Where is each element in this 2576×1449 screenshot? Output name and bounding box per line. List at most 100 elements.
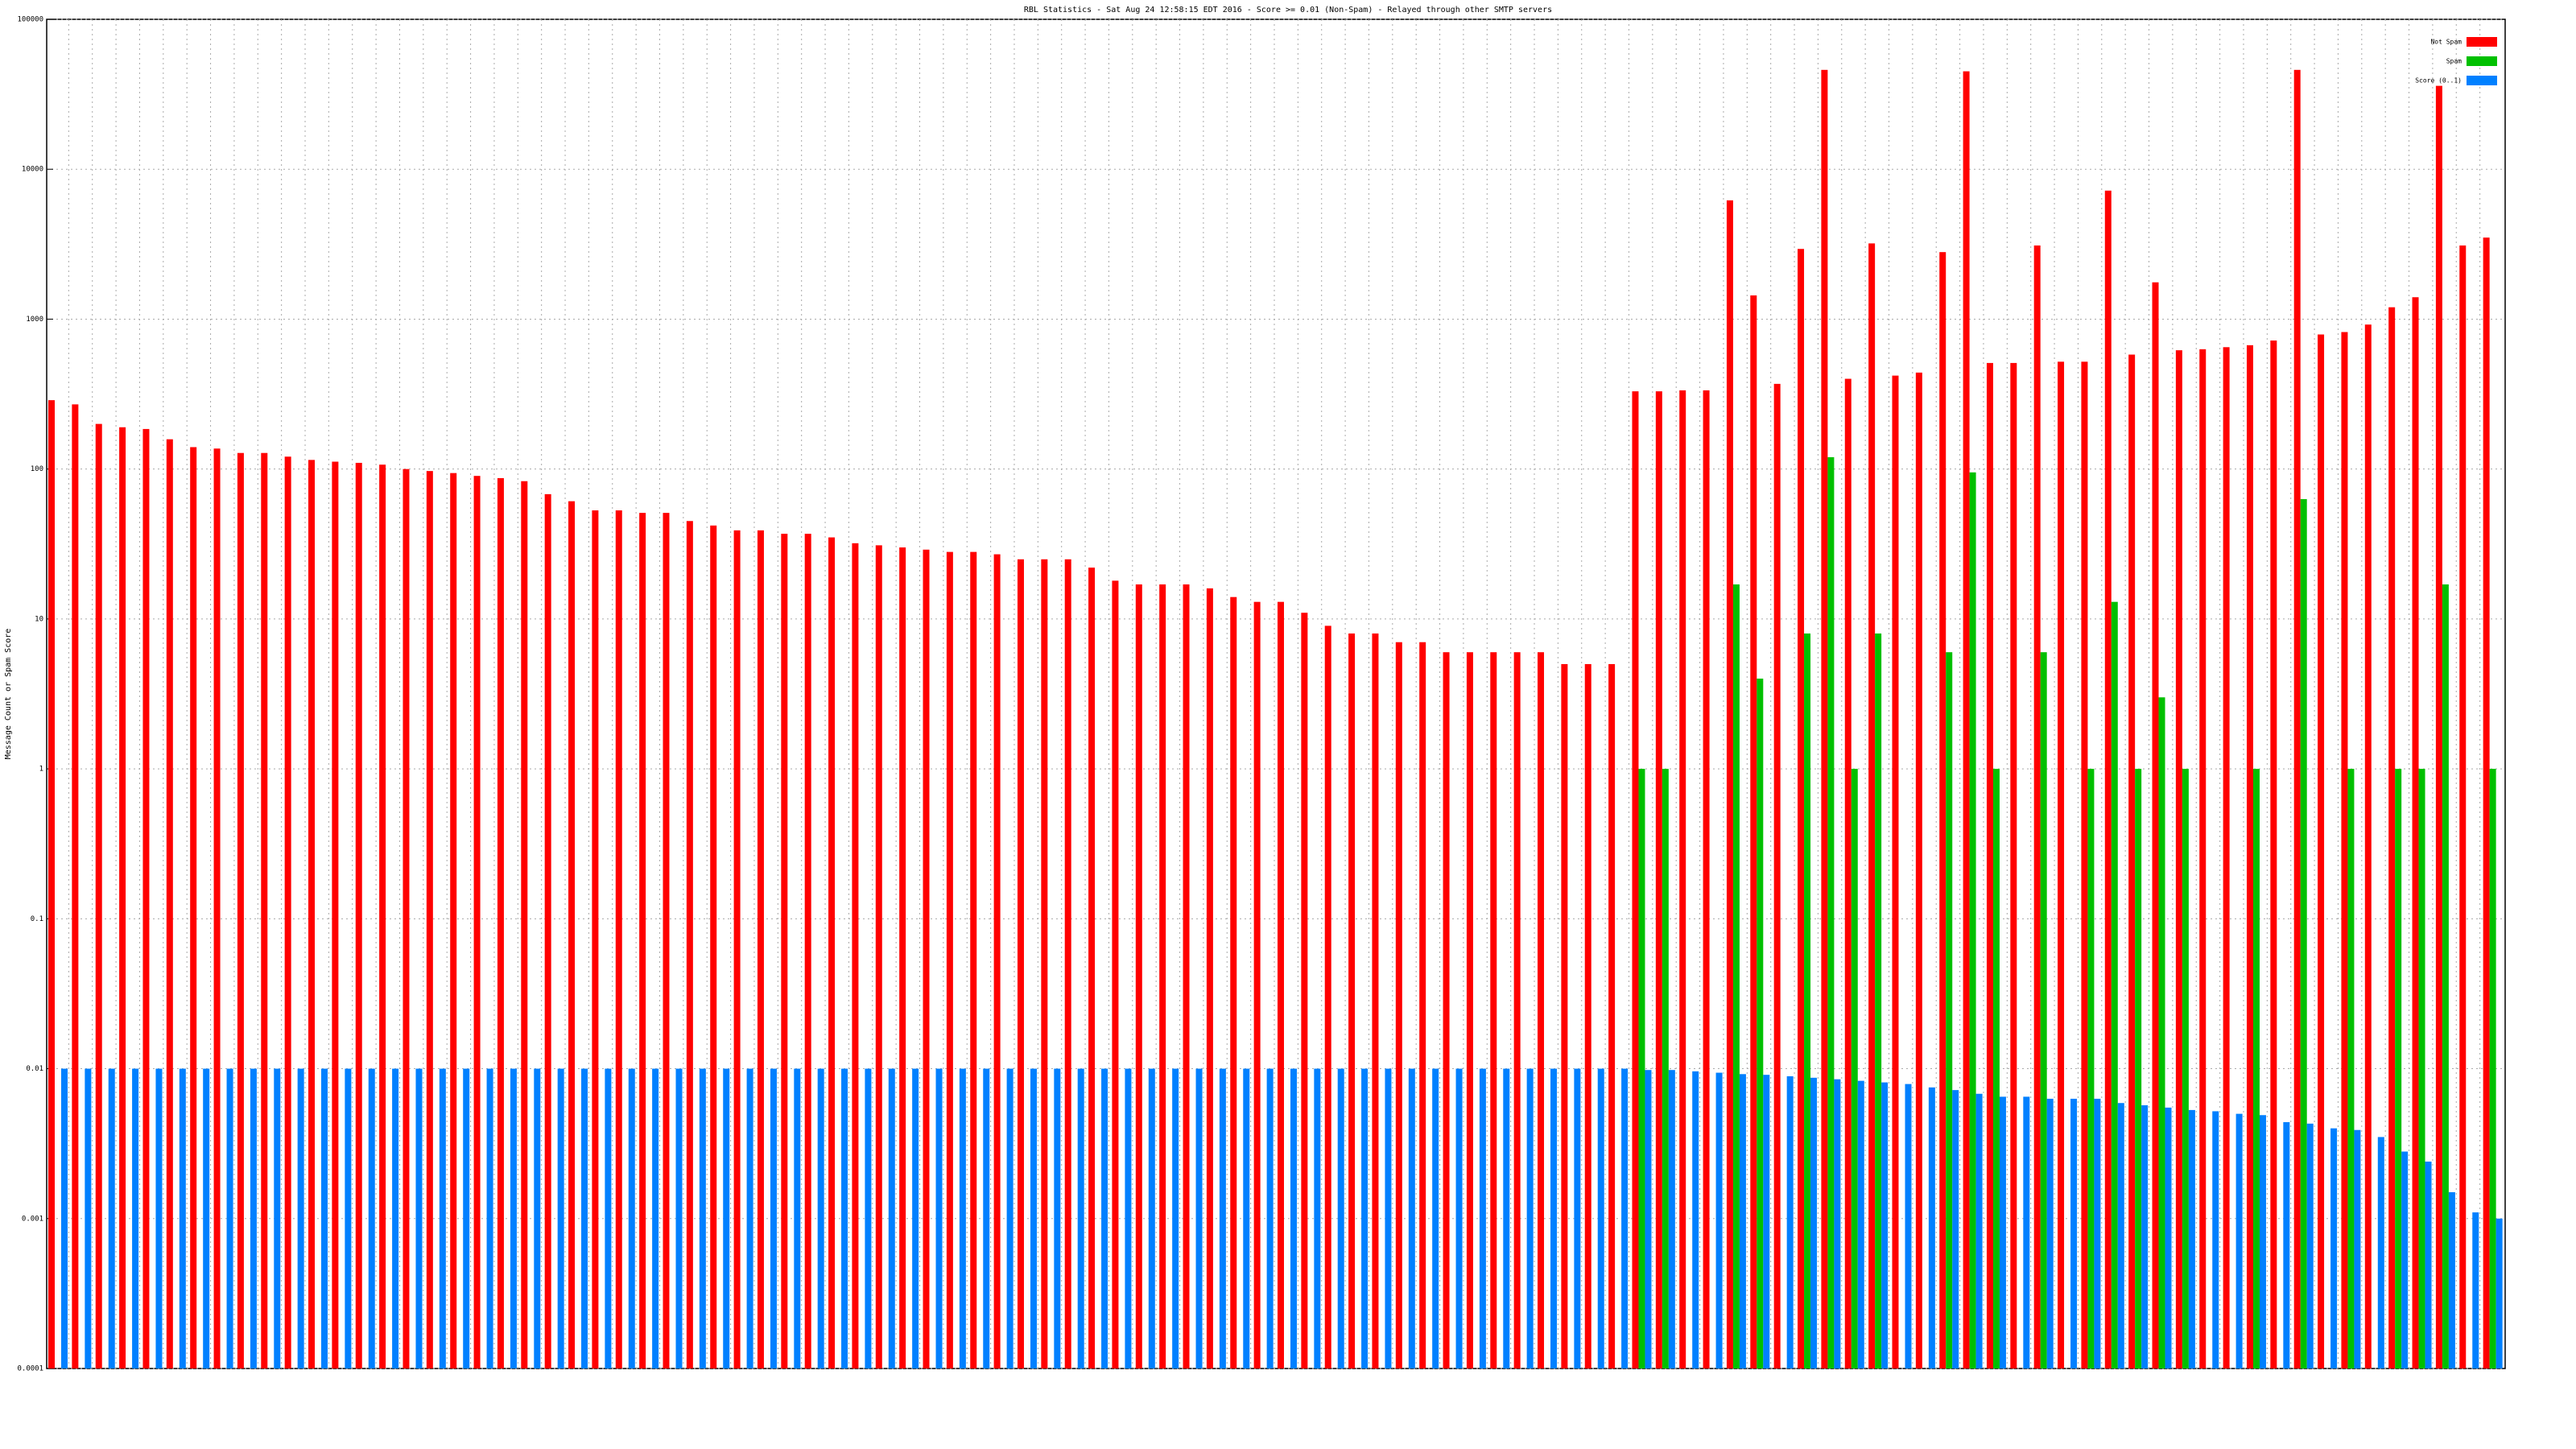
bar <box>1077 1068 1084 1368</box>
bar <box>1821 69 1828 1368</box>
bar <box>628 1068 635 1368</box>
bar <box>935 1068 943 1368</box>
bar <box>2377 1137 2384 1368</box>
bar <box>1786 1075 1794 1368</box>
bar <box>1278 601 1284 1368</box>
bar <box>1314 1068 1321 1368</box>
bar <box>2212 1111 2219 1368</box>
bar <box>757 530 764 1368</box>
bar <box>1763 1075 1770 1368</box>
bar <box>970 551 977 1368</box>
bar <box>1526 1068 1534 1368</box>
bar <box>2175 350 2182 1368</box>
bar <box>1243 1068 1250 1368</box>
bar <box>1881 1082 1889 1368</box>
bar <box>983 1068 990 1368</box>
bar <box>1290 1068 1297 1368</box>
bar <box>368 1068 375 1368</box>
bar <box>297 1068 304 1368</box>
bar <box>2135 769 2142 1368</box>
chart-title: RBL Statistics - Sat Aug 24 12:58:15 EDT… <box>1024 6 1552 14</box>
bar <box>865 1068 872 1368</box>
bar <box>379 464 386 1368</box>
bar <box>1432 1068 1439 1368</box>
bar <box>1703 390 1710 1369</box>
bar <box>72 404 79 1368</box>
bar <box>1088 568 1096 1368</box>
bar <box>1466 652 1473 1368</box>
bar <box>2459 245 2467 1368</box>
bar <box>2448 1191 2455 1368</box>
bar <box>1561 663 1568 1368</box>
bar <box>426 471 433 1368</box>
bar <box>2117 1103 2124 1368</box>
bar <box>710 525 717 1368</box>
bar <box>284 456 291 1368</box>
bar <box>1159 584 1166 1368</box>
bar <box>345 1068 352 1368</box>
bar <box>581 1068 588 1368</box>
bar <box>888 1068 895 1368</box>
bar <box>923 549 930 1368</box>
bar <box>663 513 670 1369</box>
bar <box>48 400 55 1369</box>
bar <box>2306 1123 2314 1368</box>
bar <box>652 1068 659 1368</box>
bar <box>1348 633 1356 1368</box>
bar <box>1975 1093 1983 1368</box>
bar <box>1905 1084 1912 1368</box>
bar <box>1662 769 1669 1368</box>
bar <box>592 510 599 1368</box>
bar <box>179 1068 186 1368</box>
bar <box>2395 769 2402 1368</box>
bar <box>1621 1068 1629 1368</box>
bar <box>959 1068 966 1368</box>
bar <box>1385 1068 1392 1368</box>
bar <box>1112 580 1119 1368</box>
bar <box>2040 652 2047 1368</box>
bar <box>1550 1068 1558 1368</box>
bar <box>817 1068 824 1368</box>
bar <box>1655 391 1662 1368</box>
bar <box>1726 200 1733 1368</box>
bar <box>108 1068 115 1368</box>
bar <box>828 537 836 1369</box>
bar <box>2010 362 2017 1368</box>
bar <box>1006 1068 1013 1368</box>
bar <box>61 1068 68 1368</box>
bar <box>794 1068 801 1368</box>
bar <box>510 1068 517 1368</box>
bar <box>155 1068 163 1368</box>
bar <box>2418 769 2425 1368</box>
bar <box>439 1068 446 1368</box>
bar <box>497 477 504 1369</box>
bar <box>781 534 788 1368</box>
bar <box>415 1068 423 1368</box>
bar <box>1361 1068 1368 1368</box>
bar <box>639 513 646 1369</box>
bar <box>274 1068 281 1368</box>
bar <box>1125 1068 1132 1368</box>
bar <box>2283 1121 2290 1368</box>
bar <box>2104 190 2112 1369</box>
bar <box>733 530 741 1368</box>
bar <box>899 547 906 1368</box>
bar <box>2023 1096 2030 1368</box>
bar <box>1443 652 1450 1368</box>
bar <box>1986 362 1993 1368</box>
bar <box>1928 1087 1935 1368</box>
bar <box>1513 652 1521 1368</box>
bar <box>557 1068 564 1368</box>
bar <box>1172 1068 1179 1368</box>
bar <box>2033 245 2041 1368</box>
bar <box>2165 1107 2172 1368</box>
bar <box>1844 378 1852 1369</box>
bar <box>1597 1068 1604 1368</box>
bar <box>2158 697 2165 1368</box>
bar <box>2330 1128 2338 1368</box>
bar <box>2401 1151 2409 1368</box>
bar <box>2111 601 2118 1368</box>
bar <box>544 493 551 1369</box>
y-tick-label: 0.01 <box>26 1065 43 1073</box>
bar <box>132 1068 139 1368</box>
